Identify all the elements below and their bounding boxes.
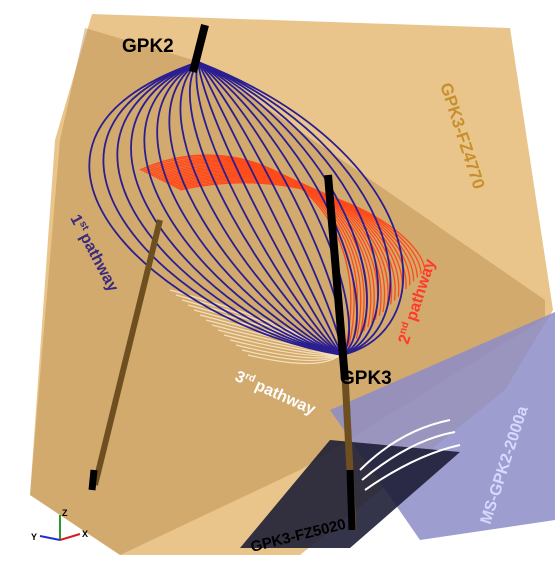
well-trace	[92, 470, 94, 490]
well-trace	[350, 470, 352, 530]
axis-label: X	[82, 529, 88, 539]
axis-label: Y	[31, 532, 37, 542]
axis-label: Z	[62, 508, 68, 518]
axis-x	[60, 534, 80, 540]
axis-y	[40, 536, 60, 540]
well-label: GPK3	[340, 368, 392, 389]
well-label: GPK2	[122, 36, 174, 57]
scene: GPK2 GPK3 GPK3-FZ4770 GPK3-FZ5020 MS-GPK…	[0, 0, 557, 561]
